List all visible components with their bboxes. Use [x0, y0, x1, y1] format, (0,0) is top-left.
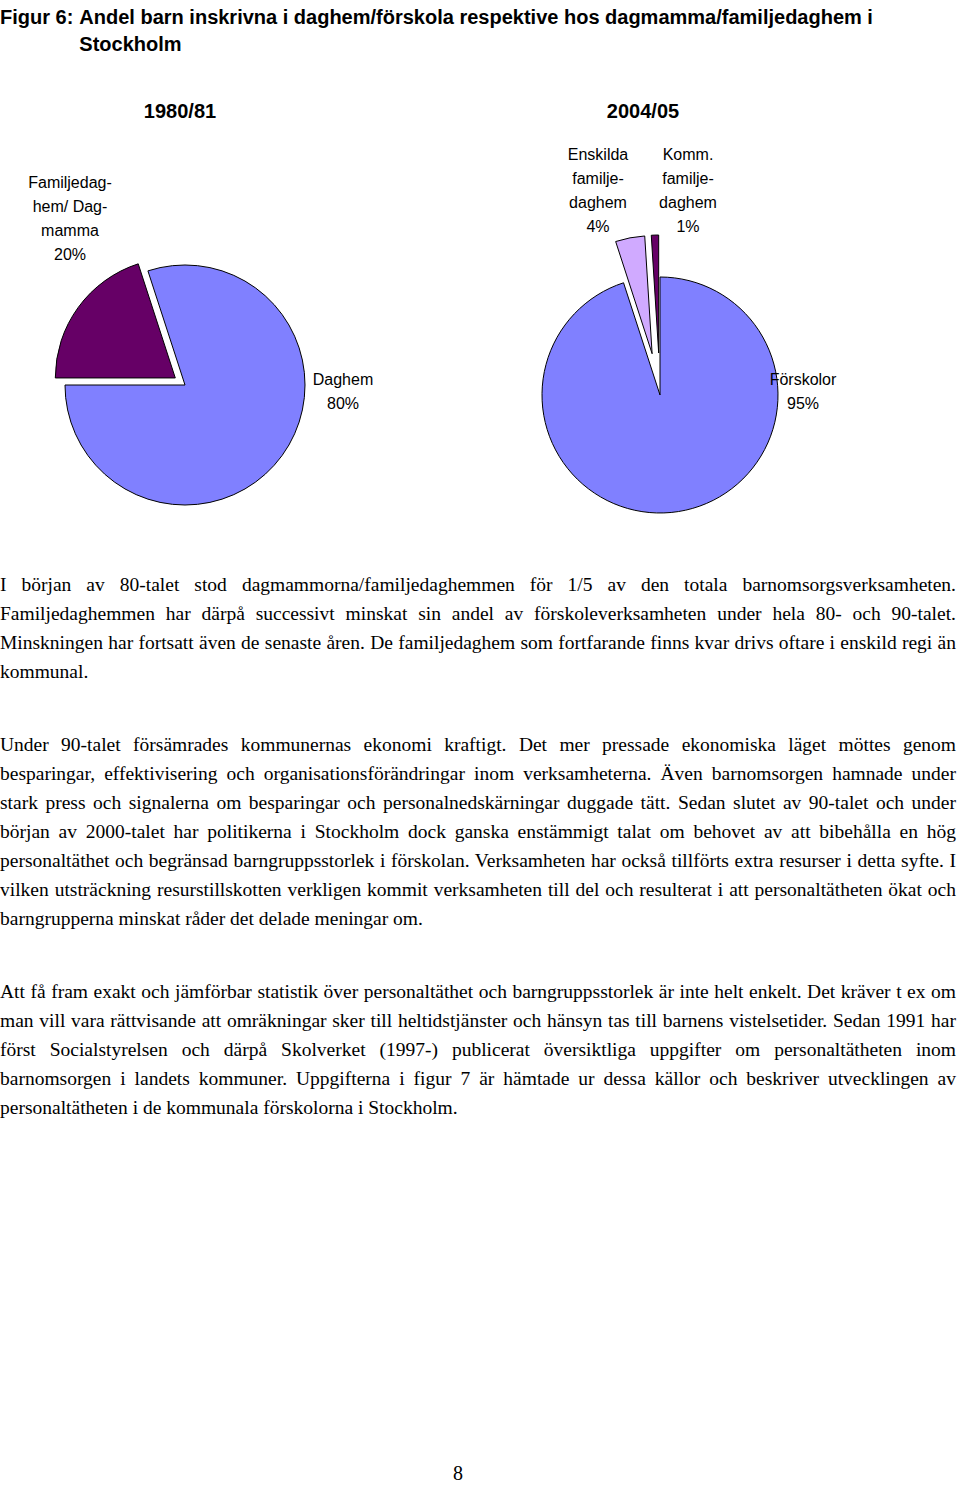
html-text:Under 90-talet försämrades kom: Under 90-talet försämrades kommunernas e…: [0, 734, 956, 929]
html-text:8: 8: [453, 1462, 463, 1484]
html-text:Att få fram exakt och jämförba: Att få fram exakt och jämförbar statisti…: [0, 981, 956, 1118]
svg-text:2004/05: 2004/05: [607, 100, 679, 122]
svg-text:Familjedag-hem/ Dag-mamma20%: Familjedag-hem/ Dag-mamma20%: [28, 174, 112, 263]
svg-text:Komm.familje-daghem1%: Komm.familje-daghem1%: [659, 146, 717, 235]
svg-text:Daghem80%: Daghem80%: [313, 371, 373, 412]
html-text:Figur 6: Andel barn inskrivna: Figur 6: Andel barn inskrivna i daghem/f…: [0, 6, 873, 55]
svg-text:1980/81: 1980/81: [144, 100, 216, 122]
svg-text:Förskolor95%: Förskolor95%: [770, 371, 837, 412]
html-text:I början av 80-talet stod dagm: I början av 80-talet stod dagmammorna/fa…: [0, 574, 956, 682]
svg-text:Enskildafamilje-daghem4%: Enskildafamilje-daghem4%: [568, 146, 629, 235]
